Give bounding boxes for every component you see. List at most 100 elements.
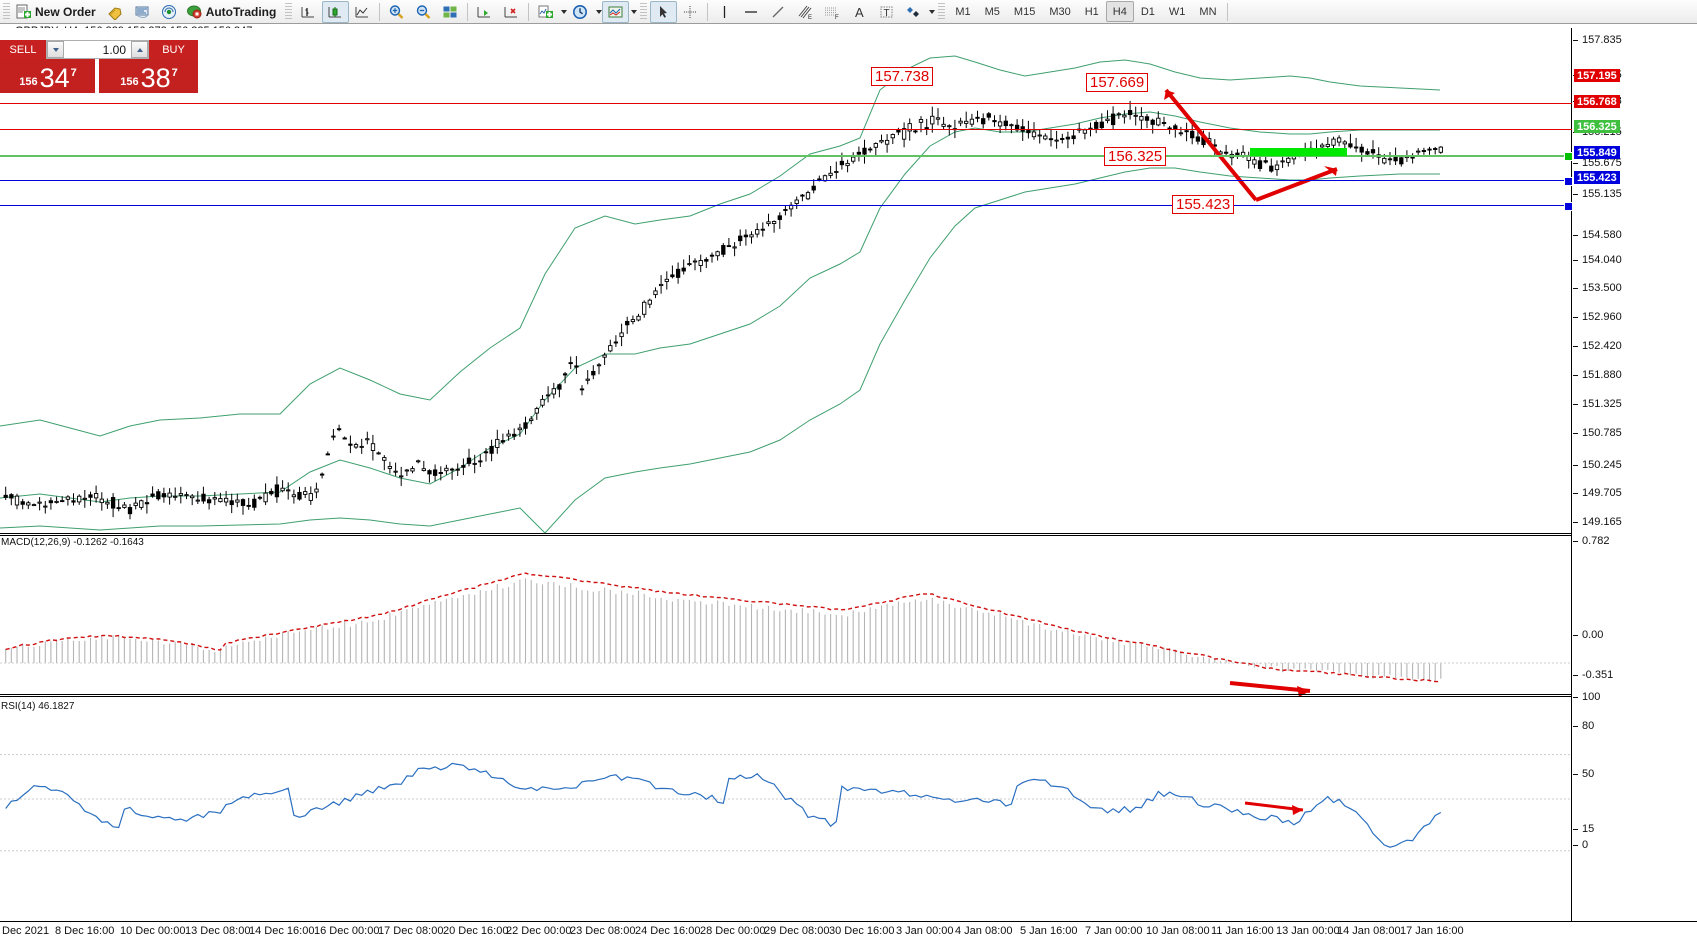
level-handle-156325[interactable] [1564,152,1573,161]
period-dropdown-icon[interactable] [596,9,603,14]
timeframe-m5[interactable]: M5 [984,5,1000,18]
sell-price-quote[interactable]: 156 34 7 [0,59,95,93]
toolbar-grip-4[interactable] [938,3,946,20]
new-order-button[interactable]: New Order [13,1,102,23]
indicators-dropdown-icon[interactable] [561,9,568,14]
level-line-156768[interactable] [0,129,1572,130]
sell-price-prefix: 156 [19,76,38,88]
trendline-icon[interactable] [765,1,792,23]
price-level-chip-157195[interactable]: 157.195 [1574,69,1620,82]
buy-price-prefix: 156 [120,76,139,88]
expert-advisors-button[interactable] [102,1,129,23]
main-price-pane[interactable]: 157.738 157.669 156.325 155.423 [0,28,1697,533]
macd-arrow-drawing[interactable] [0,536,1572,696]
timeframe-m30[interactable]: M30 [1049,5,1071,18]
sell-button[interactable]: SELL [0,40,46,59]
fibonacci-icon[interactable]: F [819,1,846,23]
main-toolbar[interactable]: New Order AutoTrading [0,0,1697,24]
price-tick: 154.580 [1572,229,1697,241]
volume-stepper[interactable]: 1.00 [46,40,149,59]
vertical-line-icon[interactable] [711,1,738,23]
level-handle-155849[interactable] [1564,177,1573,186]
scale-tick [1573,674,1578,676]
price-tick: 157.835 [1572,34,1697,46]
equidistant-channel-icon[interactable]: E [792,1,819,23]
macd-pane[interactable]: MACD(12,26,9) -0.1262 -0.1643 [0,536,1697,696]
cursor-icon[interactable] [650,0,678,23]
horizontal-line-icon[interactable] [738,1,765,23]
templates-dropdown-icon[interactable] [631,9,638,14]
time-axis-label: Dec 2021 [2,925,50,937]
toolbar-grip[interactable] [3,3,10,20]
scale-tick-label: 50 [1582,768,1595,780]
autotrading-button[interactable]: AutoTrading [183,1,283,23]
price-scale[interactable]: 157.835157.195156.768156.215155.675155.1… [1572,28,1697,921]
time-axis-label: 4 Jan 08:00 [955,925,1013,937]
toolbar-separator-5 [1226,2,1228,21]
callout-156325[interactable]: 156.325 [1104,147,1167,166]
price-level-chip-156325[interactable]: 156.325 [1574,120,1620,133]
bar-chart-icon[interactable] [295,1,322,23]
toolbar-separator-2 [467,2,469,21]
level-line-155849[interactable] [0,180,1572,181]
templates-icon[interactable] [602,0,630,23]
buy-button[interactable]: BUY [149,40,198,59]
data-window-button[interactable] [156,1,183,23]
trend-arrow-drawing[interactable] [0,28,1572,533]
zoom-in-icon[interactable] [383,1,410,23]
crosshair-icon[interactable] [677,1,704,23]
shapes-icon[interactable] [900,1,927,23]
candlestick-chart-icon[interactable] [322,0,350,23]
timeframe-m15[interactable]: M15 [1013,5,1036,18]
scale-tick-label: 153.500 [1582,282,1622,294]
timeframe-h1[interactable]: H1 [1084,5,1099,18]
price-level-chip-155849[interactable]: 155.849 [1574,146,1620,159]
buy-zone-bar[interactable] [1250,148,1347,156]
line-chart-icon[interactable] [349,1,376,23]
toolbar-grip-2[interactable] [285,3,293,20]
timeframe-w1[interactable]: W1 [1168,5,1186,18]
timeframe-d1[interactable]: D1 [1140,5,1155,18]
callout-155423[interactable]: 155.423 [1172,195,1235,214]
level-line-156325[interactable] [0,155,1572,157]
rsi-pane[interactable]: RSI(14) 46.1827 [0,700,1697,918]
price-tick: 153.500 [1572,282,1697,294]
callout-157738[interactable]: 157.738 [871,67,934,86]
timeframe-mn[interactable]: MN [1199,5,1217,18]
price-level-chip-156768[interactable]: 156.768 [1574,95,1620,108]
callout-157669[interactable]: 157.669 [1086,73,1149,92]
volume-value[interactable]: 1.00 [102,42,126,57]
price-tick: 154.040 [1572,254,1697,266]
buy-price-quote[interactable]: 156 38 7 [99,59,198,93]
period-icon[interactable] [567,1,594,23]
toolbar-grip-3[interactable] [640,3,648,20]
one-click-trading-panel[interactable]: SELL 1.00 BUY 156 34 7 156 38 7 [0,40,198,93]
text-icon[interactable]: A [846,1,873,23]
level-line-157195[interactable] [0,103,1572,104]
scale-tick [1573,287,1578,289]
time-scale[interactable]: Dec 2021 8 Dec 16:00 10 Dec 00:00 13 Dec 08… [0,921,1697,943]
price-level-chip-155423[interactable]: 155.423 [1574,171,1620,184]
tile-windows-icon[interactable] [437,1,464,23]
scale-tick-label: 80 [1582,720,1595,732]
shapes-dropdown-icon[interactable] [929,9,936,14]
rsi-arrow-drawing[interactable] [0,700,1572,918]
zoom-out-icon[interactable] [410,1,437,23]
chart-canvas[interactable]: 157.738 157.669 156.325 155.423 MACD(12,… [0,28,1697,921]
level-handle-155423[interactable] [1564,202,1573,211]
text-label-icon[interactable]: T [873,1,900,23]
shift-end-icon[interactable] [471,1,498,23]
timeframe-h4[interactable]: H4 [1105,1,1134,22]
time-axis-label: 7 Jan 00:00 [1085,925,1143,937]
scale-tick-label: 100 [1582,691,1601,703]
auto-scroll-icon[interactable] [498,1,525,23]
macd-tick: 0.782 [1572,535,1697,547]
terminal-button[interactable] [129,1,156,23]
time-axis-label: 3 Jan 00:00 [896,925,954,937]
indicators-icon[interactable] [532,1,559,23]
volume-increase-icon[interactable] [131,41,148,58]
level-line-155423[interactable] [0,205,1572,206]
timeframe-m1[interactable]: M1 [955,5,971,18]
scale-tick [1573,521,1578,523]
volume-decrease-icon[interactable] [47,41,64,58]
